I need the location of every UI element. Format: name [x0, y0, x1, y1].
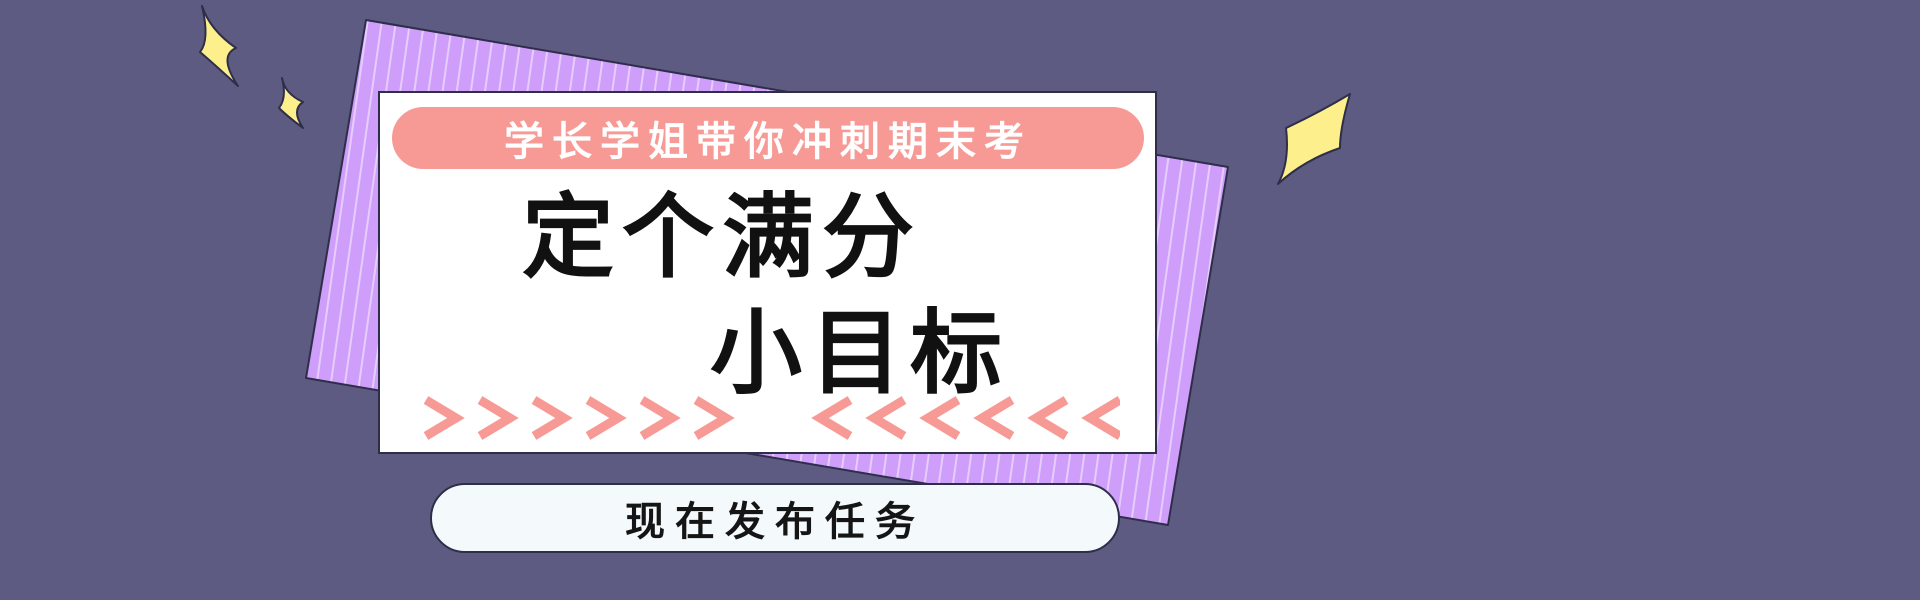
sparkle-icon	[199, 5, 239, 87]
subtitle-text: 学长学姐带你冲刺期末考	[504, 119, 1032, 165]
publish-task-label: 现在发布任务	[625, 499, 925, 545]
sparkle-icon	[278, 77, 304, 129]
chevron-left-icon	[973, 396, 1015, 440]
chevron-left-icon	[1081, 396, 1120, 440]
chevron-right-icon	[531, 396, 573, 440]
chevron-left-icon	[811, 396, 853, 440]
headline-line-2: 小目标	[710, 300, 1011, 407]
chevron-right-icon	[639, 396, 681, 440]
chevron-left-group	[811, 396, 1120, 440]
headline-line-1: 定个满分	[522, 184, 923, 291]
chevron-decoration	[423, 396, 1120, 440]
chevron-left-icon	[865, 396, 907, 440]
chevron-right-group	[423, 396, 735, 440]
publish-task-button[interactable]: 现在发布任务	[430, 483, 1120, 553]
subtitle-banner: 学长学姐带你冲刺期末考	[392, 107, 1144, 169]
chevron-right-icon	[477, 396, 519, 440]
sparkle-icon	[1277, 93, 1351, 185]
chevron-right-icon	[585, 396, 627, 440]
chevron-left-icon	[1027, 396, 1069, 440]
chevron-right-icon	[693, 396, 735, 440]
chevron-right-icon	[423, 396, 465, 440]
chevron-left-icon	[919, 396, 961, 440]
